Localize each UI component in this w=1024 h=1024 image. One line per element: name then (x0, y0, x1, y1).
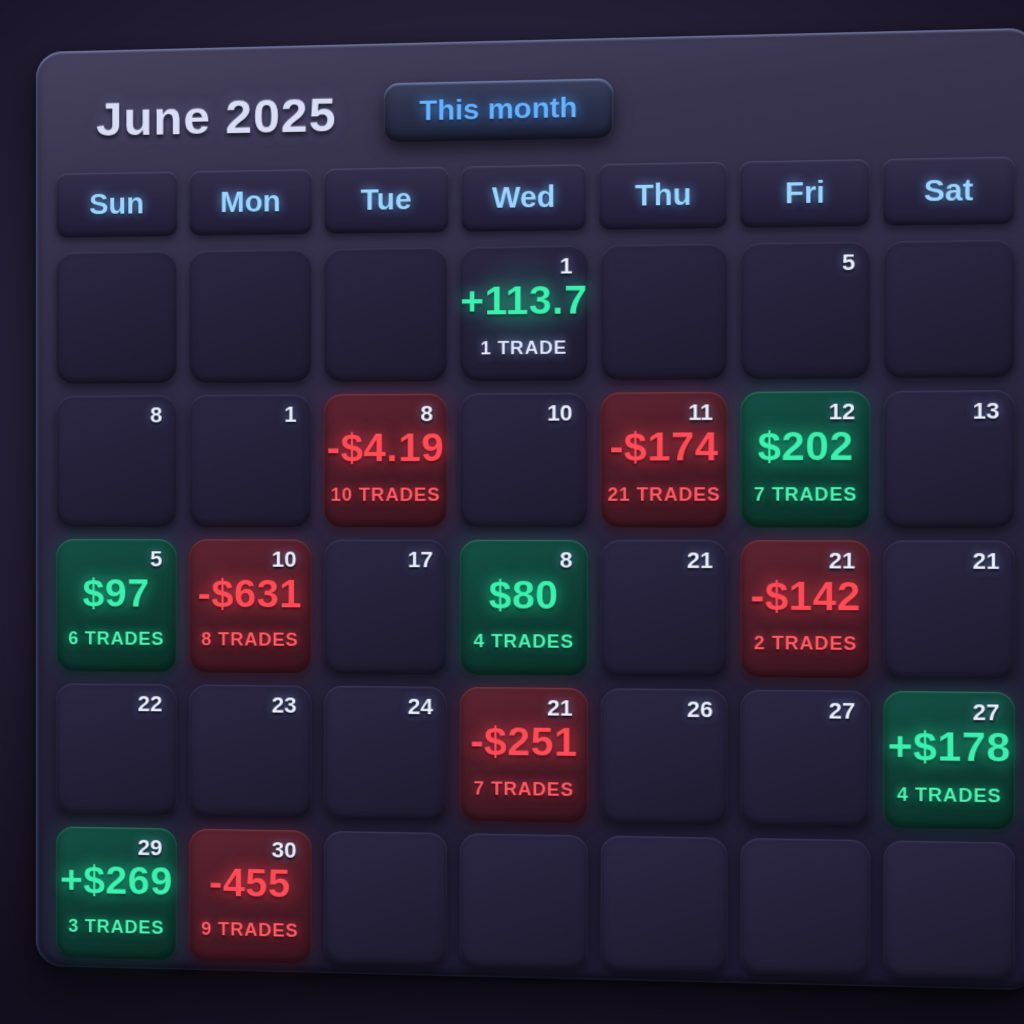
weekday-label-sat: Sat (882, 156, 1016, 226)
pnl-value: -$174 (609, 425, 719, 471)
day-cell-11[interactable]: 11 -$174 21 TRADES (600, 392, 728, 529)
day-number: 8 (420, 400, 434, 427)
pnl-value: $97 (82, 571, 150, 616)
day-cell-5[interactable]: 5 $97 6 TRADES (55, 539, 177, 672)
pnl-value: +$178 (887, 724, 1011, 771)
day-cell-12[interactable]: 12 $202 7 TRADES (740, 391, 871, 529)
day-cell-30[interactable]: 30 -455 9 TRADES (188, 828, 312, 964)
day-number: 22 (137, 690, 163, 716)
day-cell-empty[interactable] (883, 239, 1016, 379)
pnl-value: -$251 (470, 719, 578, 765)
calendar-header: June 2025 This month (56, 51, 1015, 165)
day-cell-27[interactable]: 27 (740, 689, 871, 828)
trades-count: 4 TRADES (473, 631, 574, 653)
day-number: 26 (686, 695, 713, 723)
day-number: 8 (150, 402, 163, 428)
pnl-value: +113.7 (460, 278, 588, 325)
day-cell-1[interactable]: 1 (188, 394, 312, 528)
day-number: 21 (972, 548, 1000, 575)
day-cell-8[interactable]: 8 $80 4 TRADES (460, 540, 588, 676)
pnl-value: -$142 (750, 573, 861, 620)
day-cell-empty[interactable] (883, 840, 1016, 981)
trades-count: 2 TRADES (753, 633, 858, 655)
day-number: 5 (150, 546, 163, 572)
day-number: 13 (972, 397, 1000, 425)
trades-count: 10 TRADES (330, 484, 441, 506)
day-number: 10 (546, 400, 573, 426)
weekday-label-thu: Thu (598, 161, 728, 230)
day-number: 17 (407, 547, 434, 573)
pnl-value: $80 (488, 573, 559, 618)
day-cell-empty[interactable] (460, 832, 588, 971)
day-cell-empty[interactable] (740, 837, 871, 977)
day-cell-21[interactable]: 21 (600, 540, 728, 677)
trades-count: 21 TRADES (607, 484, 721, 506)
day-number: 1 (559, 252, 573, 279)
trading-calendar-panel: June 2025 This month Sun Mon Tue Wed Thu Fri S… (36, 27, 1024, 991)
day-number: 21 (686, 547, 713, 574)
day-number: 10 (271, 546, 297, 573)
weekday-label-tue: Tue (323, 166, 449, 234)
weekday-label-fri: Fri (739, 159, 871, 228)
pnl-value: -$4.19 (326, 426, 445, 471)
day-cell-13[interactable]: 13 (883, 390, 1016, 529)
trades-count: 7 TRADES (473, 777, 574, 800)
day-cell-10[interactable]: 10 -$631 8 TRADES (188, 539, 312, 673)
day-cell-5[interactable]: 5 (740, 241, 871, 380)
day-number: 24 (407, 693, 434, 719)
day-cell-empty[interactable] (188, 249, 312, 384)
trades-count: 4 TRADES (896, 783, 1002, 807)
day-cell-29[interactable]: 29 +$269 3 TRADES (55, 826, 177, 961)
day-number: 1 (284, 401, 297, 428)
pnl-value: +$269 (59, 858, 173, 904)
day-number: 11 (688, 399, 713, 426)
day-cell-empty[interactable] (55, 251, 177, 385)
day-number: 12 (828, 398, 856, 425)
calendar-grid: 1 +113.7 1 TRADE 5 8 1 8 -$4.19 10 TRADES 10 11 -$1… (55, 239, 1016, 981)
day-cell-empty[interactable] (600, 835, 728, 974)
pnl-value: -455 (208, 861, 291, 907)
day-cell-23[interactable]: 23 (188, 684, 312, 819)
trades-count: 1 TRADE (480, 337, 568, 359)
day-cell-empty[interactable] (323, 830, 448, 967)
day-cell-27[interactable]: 27 +$178 4 TRADES (883, 690, 1016, 830)
day-number: 21 (546, 694, 573, 721)
day-cell-empty[interactable] (600, 243, 728, 381)
weekday-label-sun: Sun (55, 171, 178, 238)
day-cell-21[interactable]: 21 -$142 2 TRADES (740, 540, 871, 678)
day-number: 23 (271, 691, 297, 718)
day-cell-empty[interactable] (323, 247, 448, 383)
day-number: 30 (271, 836, 297, 863)
day-cell-21[interactable]: 21 (883, 540, 1016, 680)
weekday-label-mon: Mon (188, 169, 313, 236)
this-month-button[interactable]: This month (384, 78, 614, 143)
day-cell-10[interactable]: 10 (460, 392, 588, 528)
weekday-label-wed: Wed (460, 164, 588, 232)
day-cell-24[interactable]: 24 (323, 685, 448, 821)
weekday-header-row: Sun Mon Tue Wed Thu Fri Sat (55, 156, 1016, 238)
day-cell-17[interactable]: 17 (323, 539, 448, 675)
trades-count: 3 TRADES (68, 915, 165, 938)
trades-count: 6 TRADES (68, 628, 165, 650)
trades-count: 9 TRADES (201, 918, 299, 941)
day-cell-21[interactable]: 21 -$251 7 TRADES (460, 686, 588, 823)
day-number: 27 (972, 698, 1000, 726)
day-cell-1[interactable]: 1 +113.7 1 TRADE (460, 245, 588, 382)
day-cell-8[interactable]: 8 -$4.19 10 TRADES (323, 393, 448, 528)
day-number: 21 (828, 547, 856, 575)
month-title: June 2025 (96, 86, 337, 146)
pnl-value: -$631 (197, 572, 303, 617)
trades-count: 8 TRADES (201, 629, 299, 651)
pnl-value: $202 (757, 424, 854, 470)
day-cell-8[interactable]: 8 (55, 395, 177, 528)
day-cell-26[interactable]: 26 (600, 687, 728, 826)
day-number: 27 (828, 697, 856, 724)
day-number: 29 (137, 834, 163, 861)
day-cell-22[interactable]: 22 (55, 682, 177, 817)
trades-count: 7 TRADES (753, 484, 858, 506)
day-number: 5 (841, 249, 856, 276)
day-number: 8 (559, 547, 573, 574)
